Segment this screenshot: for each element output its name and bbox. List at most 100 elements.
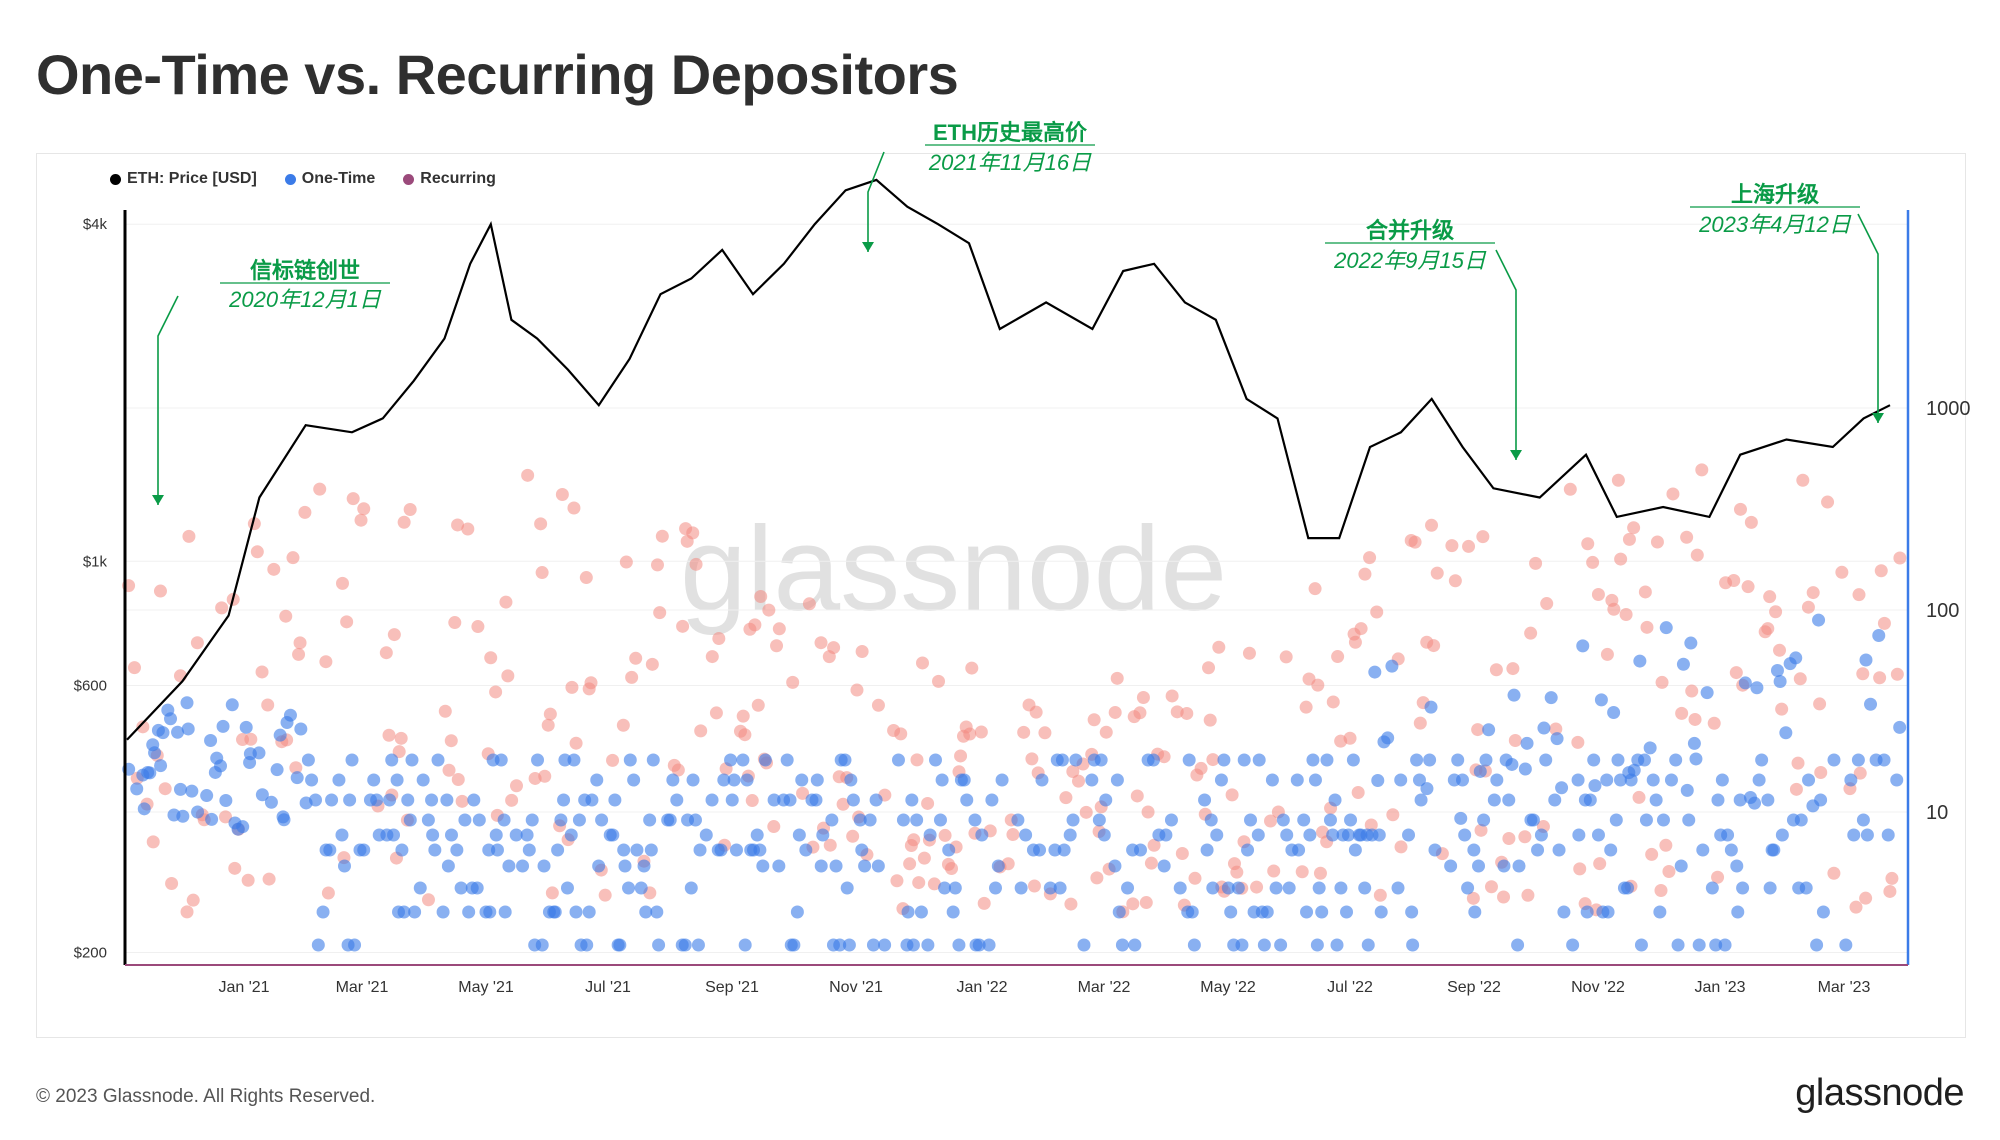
recurring-point: [1506, 662, 1520, 676]
one-time-point: [403, 813, 417, 827]
x-tick-label: Nov '21: [829, 979, 883, 996]
recurring-point: [907, 833, 921, 847]
one-time-point: [1260, 905, 1274, 919]
legend-item-recurring[interactable]: Recurring: [403, 170, 496, 188]
recurring-point: [1090, 871, 1104, 885]
one-time-point: [204, 734, 218, 748]
one-time-point: [783, 793, 797, 807]
one-time-point: [1531, 843, 1545, 857]
recurring-point: [1394, 840, 1408, 854]
one-time-point: [557, 793, 571, 807]
recurring-point: [655, 529, 669, 543]
recurring-point: [319, 655, 333, 669]
one-time-point: [1512, 859, 1526, 873]
one-time-point: [458, 813, 472, 827]
one-time-point: [1280, 828, 1294, 842]
recurring-point: [1789, 782, 1803, 796]
recurring-point: [850, 683, 864, 697]
one-time-point: [1011, 813, 1025, 827]
one-time-point: [311, 938, 325, 952]
recurring-point: [938, 828, 952, 842]
one-time-point: [1638, 753, 1652, 767]
axes: Jan '21 Mar '21 May '21 Jul '21 Sep '21 Nov '…: [74, 210, 1971, 996]
one-time-point: [923, 828, 937, 842]
one-time-point: [413, 881, 427, 895]
recurring-point: [1529, 556, 1543, 570]
one-time-point: [502, 859, 516, 873]
recurring-point: [1331, 650, 1345, 664]
recurring-point: [541, 718, 555, 732]
x-tick-label: Jan '23: [1694, 979, 1745, 996]
recurring-point: [1573, 862, 1587, 876]
one-time-point: [637, 859, 651, 873]
one-time-point: [173, 782, 187, 796]
recurring-point: [267, 562, 281, 576]
one-time-point: [1112, 905, 1126, 919]
one-time-point: [156, 726, 170, 740]
watermark: glassnode: [680, 502, 1227, 636]
recurring-point: [489, 685, 503, 699]
recurring-point: [1373, 888, 1387, 902]
legend-item-one-time[interactable]: One-Time: [284, 170, 376, 188]
one-time-point: [896, 813, 910, 827]
one-time-point: [569, 905, 583, 919]
one-time-point: [1237, 753, 1251, 767]
one-time-point: [357, 843, 371, 857]
one-time-point: [1669, 753, 1683, 767]
one-time-point: [1121, 881, 1135, 895]
recurring-point: [397, 515, 411, 529]
glassnode-logo[interactable]: glassnode: [1795, 1072, 1964, 1114]
legend-item-price[interactable]: ETH: Price [USD]: [110, 170, 257, 188]
one-time-point: [1770, 664, 1784, 678]
one-time-point: [905, 793, 919, 807]
one-time-point: [1591, 828, 1605, 842]
one-time-point: [1157, 859, 1171, 873]
one-time-point: [454, 881, 468, 895]
one-time-point: [1198, 793, 1212, 807]
one-time-point: [1444, 859, 1458, 873]
one-time-point: [130, 782, 144, 796]
one-time-point: [509, 828, 523, 842]
one-time-point: [580, 938, 594, 952]
recurring-point: [921, 796, 935, 810]
one-time-point: [294, 722, 308, 736]
recurring-point: [974, 725, 988, 739]
recurring-point: [1087, 713, 1101, 727]
recurring-point: [1206, 753, 1220, 767]
one-time-point: [1860, 828, 1874, 842]
one-time-point: [239, 720, 253, 734]
one-time-point: [1424, 700, 1438, 714]
recurring-point: [1038, 726, 1052, 740]
recurring-point: [1364, 818, 1378, 832]
recurring-point: [1279, 650, 1293, 664]
x-tick-label: Sep '22: [1447, 979, 1501, 996]
recurring-point: [1729, 666, 1743, 680]
one-time-point: [1566, 938, 1580, 952]
one-time-point: [1839, 938, 1853, 952]
one-time-point: [425, 793, 439, 807]
one-time-point: [1069, 753, 1083, 767]
one-time-point: [1402, 828, 1416, 842]
one-time-point: [548, 905, 562, 919]
one-time-point: [1520, 736, 1534, 750]
one-time-point: [1092, 813, 1106, 827]
legend-label-one-time: One-Time: [301, 170, 376, 187]
recurring-point: [545, 886, 559, 900]
one-time-point: [957, 773, 971, 787]
one-time-point: [1128, 938, 1142, 952]
one-time-point: [729, 843, 743, 857]
one-time-point: [666, 773, 680, 787]
one-time-point: [767, 793, 781, 807]
recurring-point: [501, 669, 515, 683]
one-time-point: [1217, 753, 1231, 767]
recurring-point: [1640, 620, 1654, 634]
one-time-point: [829, 859, 843, 873]
recurring-point: [1675, 706, 1689, 720]
recurring-point: [1877, 616, 1891, 630]
one-time-point: [799, 843, 813, 857]
one-time-point: [644, 843, 658, 857]
recurring-point: [1813, 697, 1827, 711]
one-time-point: [1341, 828, 1355, 842]
one-time-point: [1856, 813, 1870, 827]
